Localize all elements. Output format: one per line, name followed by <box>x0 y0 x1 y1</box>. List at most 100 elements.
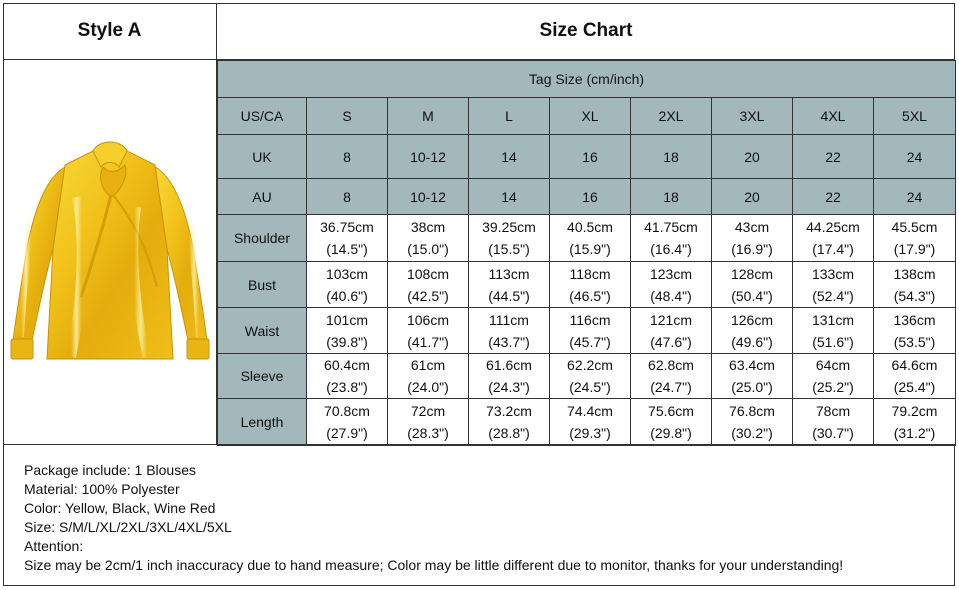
measure-cm: 62.8cm <box>648 357 694 373</box>
disclaimer-note: Size may be 2cm/1 inch inaccuracy due to… <box>24 557 844 573</box>
measure-cell: 106cm (41.7") <box>387 307 469 354</box>
measure-cm: 106cm <box>406 311 450 328</box>
measure-cm: 128cm <box>730 265 774 282</box>
measure-cm: 111cm <box>489 311 529 328</box>
measure-inch: (54.3") <box>893 287 936 304</box>
measure-inch: (27.9") <box>326 425 368 441</box>
measure-cm: 45.5cm <box>891 219 938 235</box>
measure-cell: 36.75cm (14.5") <box>306 214 388 262</box>
measure-inch: (25.2") <box>812 379 854 395</box>
measure-cell: 43cm (16.9") <box>711 214 793 262</box>
measure-cm: 116cm <box>569 311 611 328</box>
measure-inch: (48.4") <box>650 287 692 304</box>
measure-cell: 118cm (46.5") <box>549 261 631 308</box>
measure-cell: 113cm (44.5") <box>468 261 550 308</box>
measure-inch: (43.7") <box>488 333 530 350</box>
size-value: L <box>468 97 550 135</box>
measure-row-shoulder: Shoulder 36.75cm (14.5") 38cm (15.0") 39.25cm… <box>217 214 956 262</box>
measure-cell: 116cm (45.7") <box>549 307 631 354</box>
measure-cell: 64.6cm (25.4") <box>873 353 956 399</box>
measure-inch: (40.6") <box>326 287 368 304</box>
measure-inch: (29.8") <box>650 425 692 441</box>
measure-cell: 136cm (53.5") <box>873 307 956 354</box>
measure-cm: 63.4cm <box>729 357 775 373</box>
measure-label: Waist <box>217 307 307 354</box>
measure-inch: (52.4") <box>812 287 854 304</box>
size-value: 24 <box>873 134 956 179</box>
size-table: Tag Size (cm/inch) US/CA S M L XL 2XL 3XL 4XL 5X… <box>217 60 956 446</box>
size-value: 16 <box>549 134 631 179</box>
measure-inch: (28.3") <box>407 425 449 441</box>
measure-cm: 43cm <box>734 219 770 235</box>
measure-cell: 45.5cm (17.9") <box>873 214 956 262</box>
size-value: 18 <box>630 178 712 215</box>
measure-cell: 74.4cm (29.3") <box>549 398 631 446</box>
yellow-satin-blouse-icon <box>10 141 209 360</box>
measure-inch: (25.0") <box>731 379 773 395</box>
measure-cell: 72cm (28.3") <box>387 398 469 446</box>
measure-label: Shoulder <box>217 214 307 262</box>
measure-cm: 64.6cm <box>891 357 938 373</box>
measure-inch: (29.3") <box>569 425 611 441</box>
measure-cm: 123cm <box>649 265 693 282</box>
size-value: 8 <box>306 134 388 179</box>
size-row-label: UK <box>217 134 307 179</box>
size-value: 10-12 <box>387 178 469 215</box>
size-value: 16 <box>549 178 631 215</box>
measure-cell: 61.6cm (24.3") <box>468 353 550 399</box>
measure-cell: 44.25cm (17.4") <box>792 214 874 262</box>
measure-cm: 138cm <box>893 265 936 282</box>
measure-cell: 62.2cm (24.5") <box>549 353 631 399</box>
measure-row-waist: Waist 101cm (39.8") 106cm (41.7") 111cm (43.7"… <box>217 307 956 354</box>
package-note: Package include: 1 Blouses <box>24 462 196 478</box>
measure-cm: 78cm <box>815 403 851 419</box>
tag-size-label: Tag Size (cm/inch) <box>217 60 956 98</box>
measure-label: Sleeve <box>217 353 307 399</box>
size-value: 24 <box>873 178 956 215</box>
measure-cm: 76.8cm <box>729 403 775 419</box>
measure-cell: 38cm (15.0") <box>387 214 469 262</box>
measure-inch: (15.5") <box>488 241 530 257</box>
measure-inch: (42.5") <box>407 287 449 304</box>
measure-inch: (24.3") <box>488 379 530 395</box>
measure-cm: 103cm <box>325 265 369 282</box>
size-value: 14 <box>468 134 550 179</box>
measure-inch: (15.9") <box>569 241 611 257</box>
size-row-uk: UK 8 10-12 14 16 18 20 22 24 <box>217 134 956 179</box>
measure-inch: (24.0") <box>407 379 449 395</box>
measure-inch: (28.8") <box>488 425 530 441</box>
measure-inch: (23.8") <box>326 379 368 395</box>
measure-cm: 44.25cm <box>806 219 860 235</box>
measure-inch: (15.0") <box>407 241 449 257</box>
measure-cell: 101cm (39.8") <box>306 307 388 354</box>
measure-cm: 101cm <box>325 311 369 328</box>
measure-cm: 73.2cm <box>486 403 532 419</box>
color-note: Color: Yellow, Black, Wine Red <box>24 500 216 516</box>
measure-cell: 41.75cm (16.4") <box>630 214 712 262</box>
product-photo <box>3 60 217 444</box>
size-value: 2XL <box>630 97 712 135</box>
measure-cell: 131cm (51.6") <box>792 307 874 354</box>
measure-cell: 79.2cm (31.2") <box>873 398 956 446</box>
size-value: 20 <box>711 134 793 179</box>
product-notes: Package include: 1 Blouses Material: 100… <box>3 444 955 586</box>
measure-cell: 70.8cm (27.9") <box>306 398 388 446</box>
measure-cm: 61cm <box>410 357 446 373</box>
measure-inch: (45.7") <box>569 333 611 350</box>
measure-cm: 118cm <box>569 265 611 282</box>
size-value: 20 <box>711 178 793 215</box>
size-row-label: US/CA <box>217 97 307 135</box>
measure-cell: 126cm (49.6") <box>711 307 793 354</box>
measure-inch: (41.7") <box>407 333 449 350</box>
size-value: 3XL <box>711 97 793 135</box>
chart-title: Size Chart <box>217 3 955 60</box>
measure-cell: 111cm (43.7") <box>468 307 550 354</box>
measure-cell: 78cm (30.7") <box>792 398 874 446</box>
measure-cm: 126cm <box>730 311 774 328</box>
measure-cm: 61.6cm <box>486 357 532 373</box>
measure-inch: (17.4") <box>812 241 854 257</box>
measure-cm: 79.2cm <box>891 403 938 419</box>
measure-row-bust: Bust 103cm (40.6") 108cm (42.5") 113cm (44.5")… <box>217 261 956 308</box>
measure-cell: 40.5cm (15.9") <box>549 214 631 262</box>
measure-cm: 39.25cm <box>482 219 536 235</box>
